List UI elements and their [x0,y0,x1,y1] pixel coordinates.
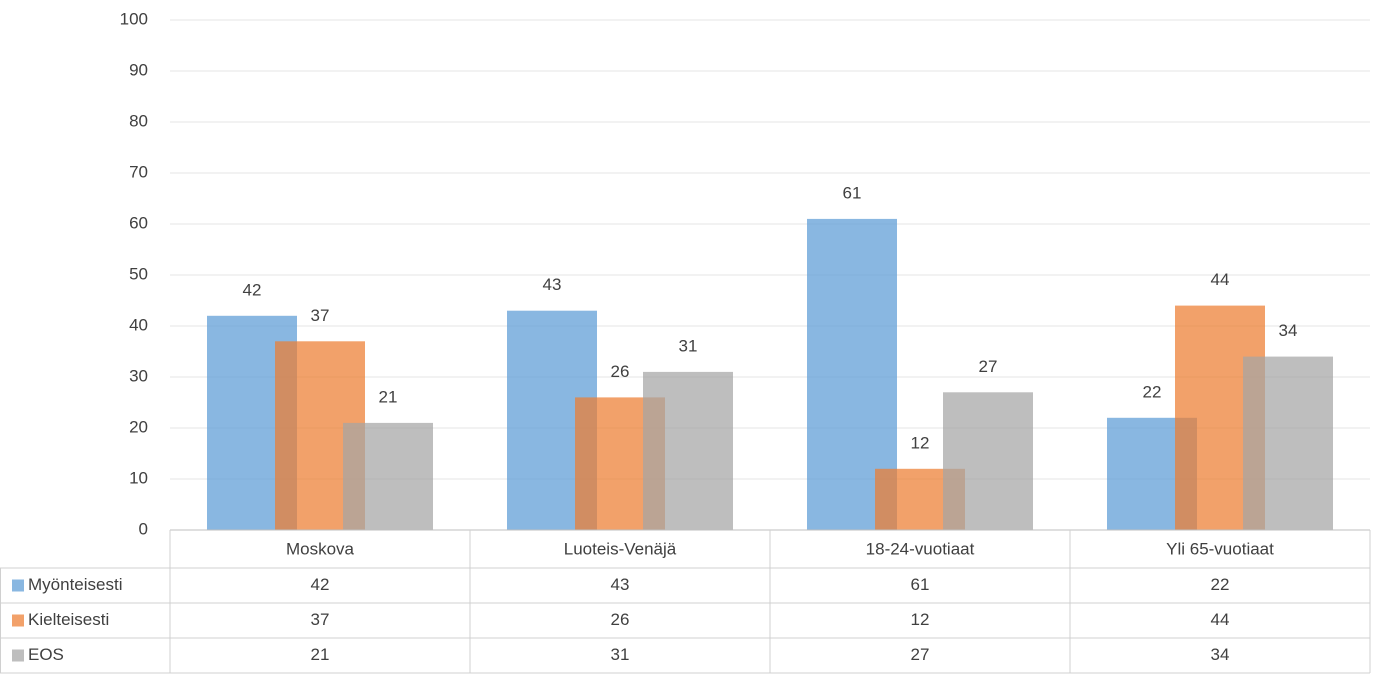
legend-label: Myönteisesti [28,575,122,594]
y-tick-label: 90 [129,60,148,79]
data-label: 22 [1143,382,1162,401]
table-value: 26 [611,610,630,629]
y-tick-label: 80 [129,111,148,130]
table-value: 61 [911,575,930,594]
x-tick-label: Moskova [286,539,355,558]
y-tick-label: 40 [129,315,148,334]
table-value: 43 [611,575,630,594]
bar [343,422,433,530]
table-value: 31 [611,645,630,664]
data-label: 44 [1211,270,1230,289]
legend-swatch [12,579,24,592]
data-label: 31 [679,336,698,355]
table-value: 22 [1211,575,1230,594]
bar [643,371,733,530]
data-label: 43 [543,275,562,294]
bar [1243,356,1333,530]
x-tick-label: 18-24-vuotiaat [866,539,975,558]
y-tick-label: 50 [129,264,148,283]
y-tick-label: 100 [120,9,148,28]
data-label: 12 [911,433,930,452]
y-tick-label: 60 [129,213,148,232]
data-label: 61 [843,183,862,202]
y-tick-label: 10 [129,468,148,487]
legend-swatch [12,649,24,662]
data-label: 26 [611,362,630,381]
table-value: 21 [311,645,330,664]
data-label: 27 [979,357,998,376]
x-tick-label: Luoteis-Venäjä [564,539,677,558]
data-label: 37 [311,306,330,325]
table-value: 27 [911,645,930,664]
data-label: 42 [243,280,262,299]
legend-label: Kielteisesti [28,610,109,629]
table-value: 12 [911,610,930,629]
y-tick-label: 70 [129,162,148,181]
y-tick-label: 0 [139,519,148,538]
y-tick-label: 20 [129,417,148,436]
bar [943,392,1033,530]
legend-label: EOS [28,645,64,664]
table-value: 44 [1211,610,1230,629]
data-label: 34 [1279,321,1298,340]
legend-swatch [12,614,24,627]
x-tick-label: Yli 65-vuotiaat [1166,539,1274,558]
table-value: 34 [1211,645,1230,664]
table-value: 42 [311,575,330,594]
table-value: 37 [311,610,330,629]
data-label: 21 [379,387,398,406]
y-tick-label: 30 [129,366,148,385]
